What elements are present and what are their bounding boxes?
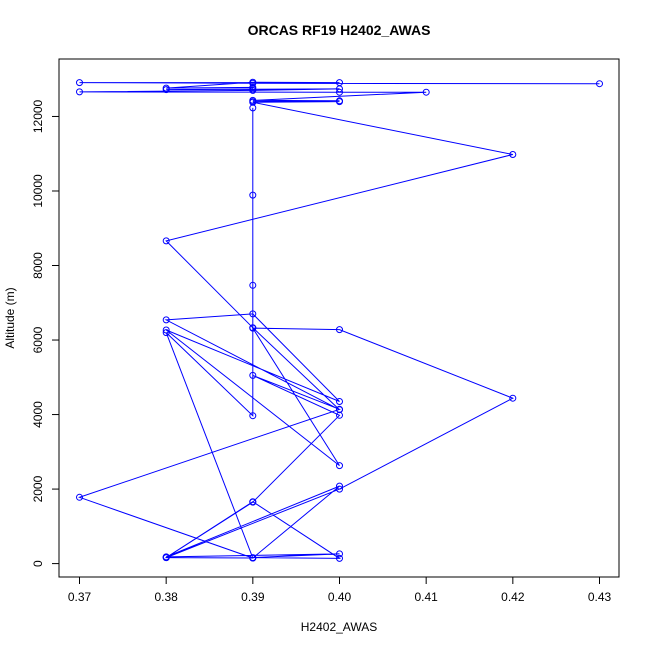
data-point: [336, 550, 343, 558]
x-tick-label: 0.40: [328, 590, 352, 604]
axes: 0.37 0.38 0.39 0.40 0.41 0.42 0.43 0 2000 4000 60…: [31, 58, 620, 604]
data-point: [249, 281, 257, 289]
y-tick-label: 12000: [31, 99, 45, 133]
y-tick-label: 8000: [31, 252, 45, 279]
x-tick-label: 0.42: [501, 590, 525, 604]
data-point: [249, 324, 257, 332]
data-point: [162, 554, 170, 562]
data-point: [162, 237, 170, 245]
data-point: [336, 398, 343, 405]
data-point: [336, 98, 343, 106]
data-point: [162, 316, 170, 324]
data-point: [336, 411, 343, 419]
x-tick-label: 0.38: [154, 590, 178, 604]
data-point: [336, 462, 343, 470]
y-tick-label: 6000: [31, 326, 45, 353]
data-point: [249, 191, 257, 199]
data-point: [162, 329, 170, 337]
data-point: [162, 326, 170, 334]
y-axis-label: Altitude (m): [3, 287, 17, 348]
data-point: [76, 79, 83, 87]
x-axis: 0.37 0.38 0.39 0.40 0.41 0.42 0.43: [68, 576, 612, 604]
data-point: [162, 86, 170, 94]
data-point: [336, 554, 343, 562]
y-tick-label: 2000: [31, 475, 45, 502]
x-tick-label: 0.41: [414, 590, 438, 604]
data-point: [509, 394, 517, 402]
data-point: [76, 88, 83, 96]
series-line: [77, 81, 600, 559]
data-point: [336, 85, 343, 93]
data-point: [509, 151, 517, 158]
data-point: [249, 371, 257, 379]
data-point: [249, 86, 257, 94]
data-point: [336, 88, 343, 96]
x-tick-label: 0.39: [241, 590, 265, 604]
data-point: [596, 80, 603, 88]
x-tick-label: 0.43: [588, 590, 612, 604]
plot-frame: [58, 58, 620, 578]
data-point: [336, 326, 343, 334]
y-tick-label: 0: [31, 560, 45, 567]
data-point: [249, 310, 257, 318]
data-point: [422, 88, 430, 96]
data-point: [249, 554, 257, 562]
data-point: [336, 482, 343, 490]
x-axis-label: H2402_AWAS: [301, 620, 377, 634]
chart-title: ORCAS RF19 H2402_AWAS: [248, 22, 431, 38]
x-tick-label: 0.37: [68, 590, 92, 604]
y-tick-label: 4000: [31, 401, 45, 428]
y-axis: 0 2000 4000 6000 8000 10000 12000: [31, 99, 60, 567]
y-tick-label: 10000: [31, 174, 45, 208]
data-point: [249, 498, 257, 506]
data-point: [336, 485, 343, 493]
data-point: [76, 493, 83, 501]
data-point: [249, 104, 257, 112]
data-point: [249, 78, 257, 86]
plot-content: [76, 78, 603, 562]
data-point: [249, 412, 257, 420]
